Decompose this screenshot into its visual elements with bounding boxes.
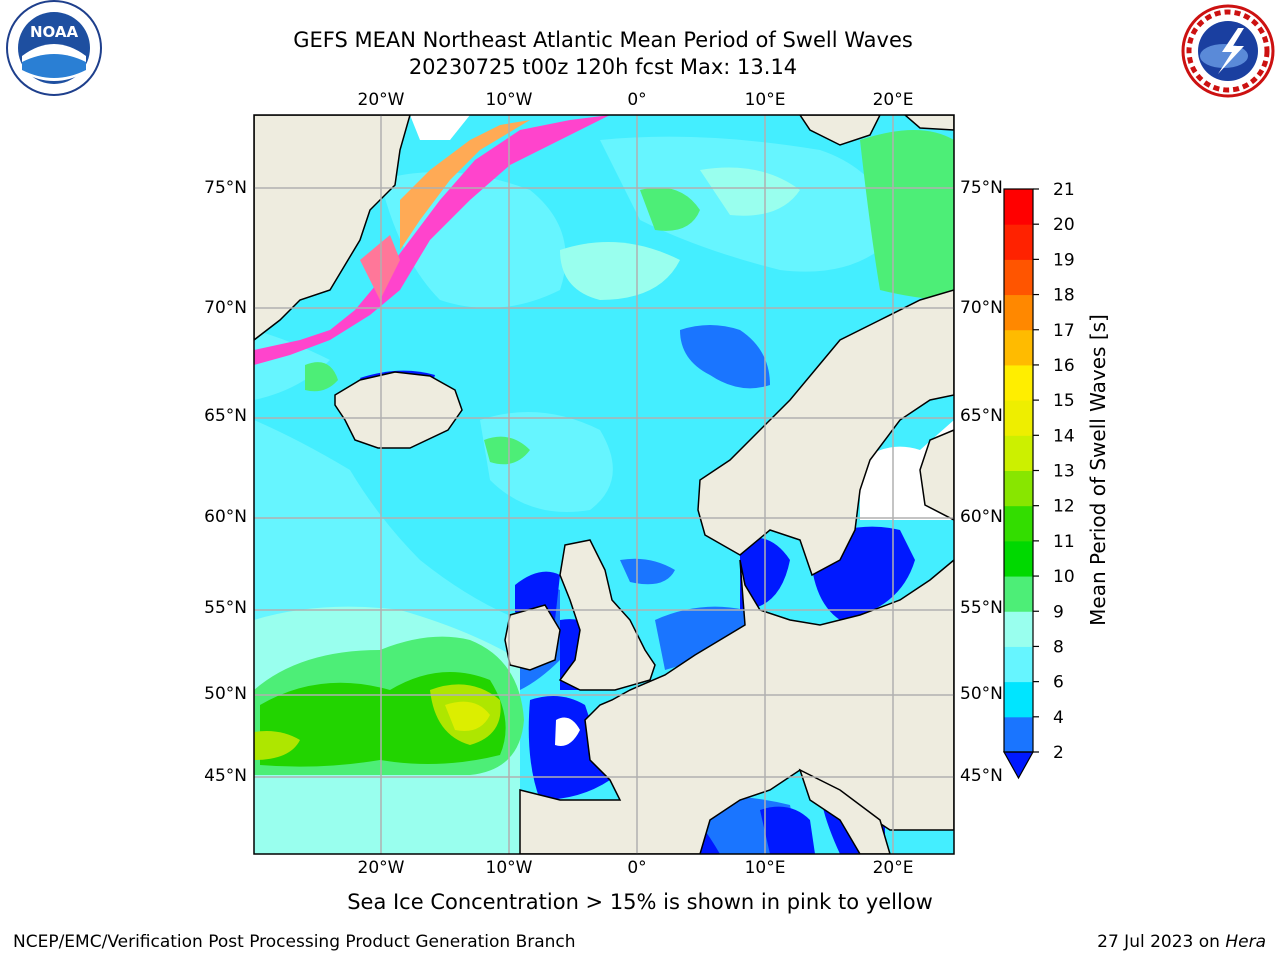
lat-label-right: 70°N xyxy=(960,298,1003,318)
colorbar-segment xyxy=(1004,189,1033,225)
colorbar-tick-label: 8 xyxy=(1053,637,1064,657)
lon-label-top: 10°W xyxy=(485,90,533,110)
colorbar-tick-label: 19 xyxy=(1053,250,1075,270)
colorbar-segment xyxy=(1004,716,1033,753)
lat-label-right: 55°N xyxy=(960,598,1003,618)
colorbar-tick-label: 2 xyxy=(1053,743,1064,763)
colorbar-tick-label: 17 xyxy=(1053,321,1075,341)
colorbar-tick-label: 18 xyxy=(1053,286,1075,306)
colorbar-tick-label: 15 xyxy=(1053,391,1075,411)
colorbar-segment xyxy=(1004,470,1033,507)
lon-label-top: 10°E xyxy=(744,90,786,110)
sea-ice-note: Sea Ice Concentration > 15% is shown in … xyxy=(347,890,933,914)
colorbar-tick-label: 12 xyxy=(1053,497,1075,517)
credit-line: NCEP/EMC/Verification Post Processing Pr… xyxy=(13,932,576,952)
lat-label-right: 75°N xyxy=(960,178,1003,198)
lat-label-right: 45°N xyxy=(960,766,1003,786)
lat-label-right: 60°N xyxy=(960,507,1003,527)
colorbar-segment xyxy=(1004,646,1033,683)
colorbar-segment xyxy=(1004,294,1033,331)
colorbar-title: Mean Period of Swell Waves [s] xyxy=(1086,314,1110,626)
lon-label-bottom: 0° xyxy=(627,858,647,878)
noaa-logo-text: NOAA xyxy=(30,23,79,41)
lon-label-top: 0° xyxy=(627,90,647,110)
lat-label-left: 70°N xyxy=(204,298,247,318)
colorbar-tick-label: 16 xyxy=(1053,356,1075,376)
colorbar-segment xyxy=(1004,329,1033,366)
colorbar-segment xyxy=(1004,224,1033,260)
lat-label-left: 50°N xyxy=(204,684,247,704)
lat-label-left: 65°N xyxy=(204,406,247,426)
colorbar-tick-label: 6 xyxy=(1053,673,1064,693)
colorbar-tick-label: 20 xyxy=(1053,215,1075,235)
run-date: 27 Jul 2023 on Hera xyxy=(1097,932,1266,952)
chart-title: GEFS MEAN Northeast Atlantic Mean Period… xyxy=(293,28,913,52)
colorbar-tick-label: 10 xyxy=(1053,567,1075,587)
colorbar-segment xyxy=(1004,681,1033,718)
colorbar-tick-label: 9 xyxy=(1053,602,1064,622)
nws-logo xyxy=(1181,4,1275,98)
colorbar: 2 4 6 8 9 10 11 12 13 14 15 16 17 18 19 20 21 xyxy=(1002,180,1075,780)
colorbar-tick-label: 13 xyxy=(1053,462,1075,482)
lon-label-top: 20°W xyxy=(357,90,405,110)
noaa-logo: NOAA xyxy=(6,0,102,96)
lon-label-bottom: 10°W xyxy=(485,858,533,878)
lat-label-left: 55°N xyxy=(204,598,247,618)
colorbar-segment xyxy=(1004,364,1033,401)
sea-ice xyxy=(254,115,610,365)
colorbar-segment xyxy=(1004,259,1033,296)
lon-label-bottom: 20°E xyxy=(872,858,914,878)
colorbar-segment xyxy=(1004,576,1033,612)
lon-label-bottom: 20°W xyxy=(357,858,405,878)
lon-label-bottom: 10°E xyxy=(744,858,786,878)
colorbar-segment xyxy=(1004,400,1033,436)
graticule xyxy=(254,115,954,854)
lat-label-left: 60°N xyxy=(204,507,247,527)
colorbar-segment xyxy=(1004,540,1033,577)
colorbar-tick-label: 14 xyxy=(1053,426,1075,446)
lon-label-top: 20°E xyxy=(872,90,914,110)
land xyxy=(254,115,954,854)
lat-label-right: 50°N xyxy=(960,684,1003,704)
colorbar-segment xyxy=(1004,611,1033,647)
lat-label-left: 45°N xyxy=(204,766,247,786)
colorbar-extension xyxy=(1002,751,1035,780)
colorbar-tick-label: 11 xyxy=(1053,532,1075,552)
colorbar-segment xyxy=(1004,435,1033,471)
map-frame xyxy=(253,114,955,855)
colorbar-tick-label: 4 xyxy=(1053,708,1064,728)
swell-contours-13-14s xyxy=(445,701,490,731)
chart-subtitle: 20230725 t00z 120h fcst Max: 13.14 xyxy=(408,55,798,79)
lat-label-left: 75°N xyxy=(204,178,247,198)
colorbar-tick-label: 21 xyxy=(1053,180,1075,200)
host-name: Hera xyxy=(1225,932,1266,952)
lat-label-right: 65°N xyxy=(960,406,1003,426)
run-date-text: 27 Jul 2023 on xyxy=(1097,932,1220,952)
colorbar-segment xyxy=(1004,505,1033,542)
